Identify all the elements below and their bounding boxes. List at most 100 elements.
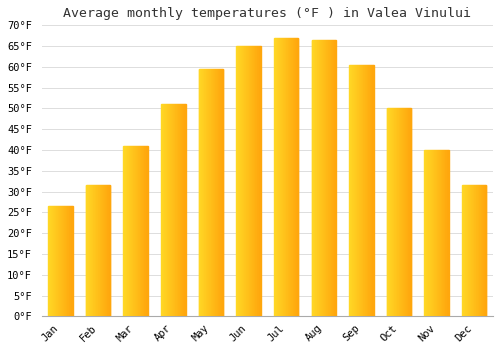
Bar — [87, 186, 88, 316]
Bar — [70, 206, 71, 316]
Bar — [319, 40, 320, 316]
Bar — [467, 186, 468, 316]
Bar — [130, 146, 131, 316]
Bar — [425, 150, 426, 316]
Bar — [211, 69, 212, 316]
Bar — [124, 146, 126, 316]
Bar — [95, 186, 96, 316]
Bar — [48, 206, 49, 316]
Bar — [400, 108, 401, 316]
Bar — [214, 69, 215, 316]
Bar — [430, 150, 431, 316]
Bar — [332, 40, 333, 316]
Bar — [136, 146, 137, 316]
Bar — [243, 46, 244, 316]
Bar — [350, 65, 351, 316]
Bar — [333, 40, 334, 316]
Bar — [108, 186, 109, 316]
Bar — [288, 38, 289, 316]
Bar — [239, 46, 240, 316]
Bar — [163, 104, 164, 316]
Bar — [260, 46, 261, 316]
Bar — [176, 104, 177, 316]
Bar — [165, 104, 166, 316]
Bar — [54, 206, 55, 316]
Bar — [462, 186, 486, 316]
Bar — [251, 46, 252, 316]
Bar — [174, 104, 175, 316]
Bar — [274, 38, 275, 316]
Bar — [297, 38, 298, 316]
Bar — [167, 104, 168, 316]
Bar — [475, 186, 476, 316]
Bar — [324, 40, 325, 316]
Bar — [200, 69, 201, 316]
Bar — [396, 108, 397, 316]
Bar — [275, 38, 276, 316]
Bar — [198, 69, 223, 316]
Bar — [213, 69, 214, 316]
Bar — [206, 69, 208, 316]
Bar — [393, 108, 394, 316]
Bar — [241, 46, 242, 316]
Bar — [104, 186, 105, 316]
Bar — [466, 186, 467, 316]
Bar — [102, 186, 103, 316]
Bar — [129, 146, 130, 316]
Bar — [132, 146, 134, 316]
Bar — [325, 40, 326, 316]
Bar — [209, 69, 210, 316]
Bar — [140, 146, 141, 316]
Bar — [91, 186, 92, 316]
Bar — [58, 206, 59, 316]
Bar — [216, 69, 217, 316]
Bar — [351, 65, 352, 316]
Bar — [178, 104, 179, 316]
Bar — [435, 150, 436, 316]
Bar — [252, 46, 253, 316]
Bar — [257, 46, 258, 316]
Bar — [368, 65, 370, 316]
Bar — [242, 46, 243, 316]
Bar — [405, 108, 406, 316]
Bar — [424, 150, 425, 316]
Bar — [408, 108, 409, 316]
Bar — [180, 104, 182, 316]
Bar — [428, 150, 430, 316]
Bar — [69, 206, 70, 316]
Bar — [218, 69, 219, 316]
Bar — [210, 69, 211, 316]
Bar — [276, 38, 277, 316]
Bar — [476, 186, 478, 316]
Bar — [92, 186, 93, 316]
Bar — [256, 46, 257, 316]
Bar — [315, 40, 316, 316]
Bar — [406, 108, 407, 316]
Bar — [354, 65, 356, 316]
Bar — [245, 46, 246, 316]
Bar — [471, 186, 472, 316]
Bar — [49, 206, 50, 316]
Bar — [322, 40, 323, 316]
Bar — [390, 108, 391, 316]
Bar — [371, 65, 372, 316]
Bar — [86, 186, 110, 316]
Bar — [126, 146, 127, 316]
Bar — [326, 40, 327, 316]
Bar — [327, 40, 328, 316]
Bar — [244, 46, 245, 316]
Bar — [330, 40, 331, 316]
Bar — [177, 104, 178, 316]
Bar — [352, 65, 353, 316]
Bar — [334, 40, 335, 316]
Bar — [438, 150, 439, 316]
Bar — [370, 65, 371, 316]
Bar — [146, 146, 148, 316]
Bar — [50, 206, 51, 316]
Bar — [394, 108, 396, 316]
Bar — [353, 65, 354, 316]
Bar — [291, 38, 292, 316]
Bar — [296, 38, 297, 316]
Bar — [287, 38, 288, 316]
Bar — [161, 104, 186, 316]
